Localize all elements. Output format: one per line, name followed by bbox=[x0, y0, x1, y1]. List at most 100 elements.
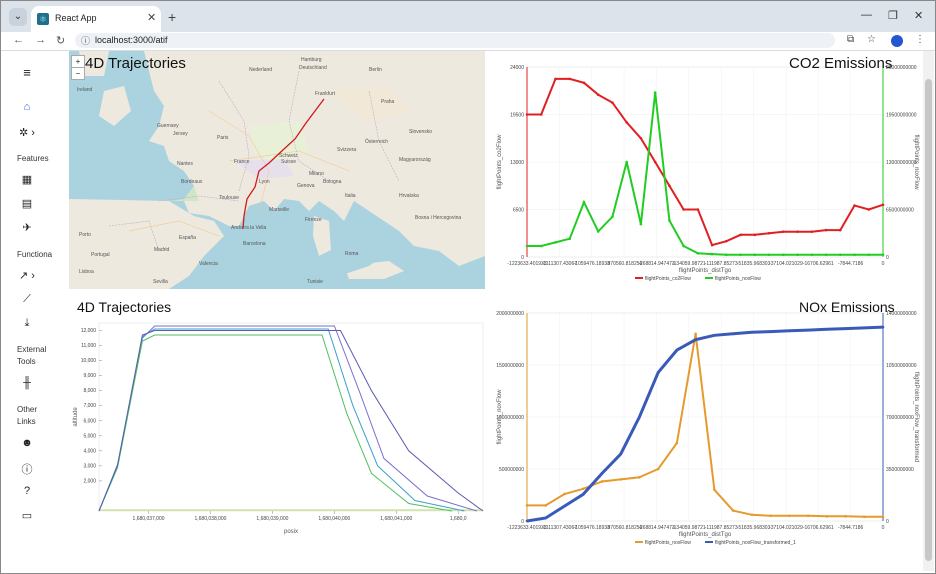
bookmark-star-icon[interactable]: ☆ bbox=[867, 34, 876, 45]
new-tab-icon[interactable]: + bbox=[168, 9, 177, 25]
data-point bbox=[653, 160, 657, 164]
trending-icon[interactable]: ↗ › bbox=[19, 270, 35, 282]
data-point bbox=[582, 200, 586, 204]
x-tick-label: 1,680,040,000 bbox=[318, 516, 350, 522]
y-left-tick-label: 2000000000 bbox=[496, 311, 524, 317]
map-label: España bbox=[179, 235, 196, 241]
hamburger-menu-icon[interactable]: ≡ bbox=[23, 65, 31, 80]
analytics-icon[interactable]: ⟋ bbox=[23, 293, 31, 305]
y-tick-label: 8,000 bbox=[83, 388, 96, 394]
x-tick-label: -16706.62961 bbox=[803, 261, 834, 267]
browser-menu-icon[interactable]: ⋮ bbox=[915, 34, 925, 45]
data-point bbox=[862, 515, 866, 519]
map-label: Toulouse bbox=[219, 195, 239, 201]
scrollbar-thumb[interactable] bbox=[925, 79, 932, 561]
data-point bbox=[881, 515, 885, 519]
data-point bbox=[853, 204, 856, 207]
data-point bbox=[625, 160, 628, 164]
reload-icon[interactable]: ↻ bbox=[56, 35, 66, 47]
y-right-tick-label: 0 bbox=[886, 255, 889, 261]
co2-panel: -1223633.401933 -1111307.43067 -1059476.18… bbox=[489, 51, 921, 291]
section-external-2: Tools bbox=[17, 357, 36, 366]
data-point bbox=[539, 113, 543, 116]
co2-chart: -1223633.401933-1111307.43067-1059476.18… bbox=[497, 65, 919, 282]
emission-series-line bbox=[527, 77, 884, 247]
data-point bbox=[881, 325, 885, 329]
data-point bbox=[750, 331, 754, 334]
data-point bbox=[525, 244, 529, 248]
y-right-axis-label: flightPoints_noxFlow bbox=[913, 134, 919, 190]
url-field[interactable]: ⓘ localhost:3000/atif bbox=[75, 33, 835, 48]
data-point bbox=[806, 514, 810, 518]
y-left-tick-label: 1000000000 bbox=[496, 415, 524, 421]
data-point bbox=[867, 253, 871, 257]
map-zoom-control: + − bbox=[71, 55, 85, 80]
profile-avatar-icon[interactable] bbox=[891, 35, 903, 47]
info-icon[interactable]: ⓘ bbox=[21, 464, 33, 476]
zoom-in-button[interactable]: + bbox=[75, 57, 81, 66]
document-icon[interactable]: ▤ bbox=[21, 198, 33, 210]
hub-icon[interactable]: ✲ › bbox=[19, 127, 35, 139]
main-content: Deutschland Hamburg Berlin Nederland Fra… bbox=[53, 51, 923, 571]
page-scrollbar[interactable] bbox=[923, 51, 934, 571]
y-left-tick-label: 0 bbox=[521, 255, 524, 261]
x-tick-label: -1223633.401933 bbox=[507, 261, 546, 267]
data-point bbox=[544, 516, 548, 520]
browser-tab[interactable]: ⚛ React App ✕ bbox=[31, 6, 161, 32]
x-tick-label: -37104.021029 bbox=[769, 525, 803, 531]
data-point bbox=[638, 415, 641, 419]
cast-icon[interactable]: ⧉ bbox=[847, 34, 855, 45]
grid-icon[interactable]: ▦ bbox=[21, 174, 33, 186]
x-tick-label: -970560.818256 bbox=[606, 261, 643, 267]
tab-search-icon[interactable]: ⌄ bbox=[9, 8, 27, 26]
map-label: Bologna bbox=[323, 179, 342, 185]
section-functional: Functiona bbox=[17, 250, 53, 259]
data-point bbox=[725, 239, 728, 243]
data-point bbox=[563, 504, 566, 508]
x-tick-label: -1223633.401933 bbox=[507, 525, 546, 531]
map-label: Ireland bbox=[77, 87, 93, 93]
y-tick-label: 9,000 bbox=[83, 373, 96, 379]
data-point bbox=[753, 253, 757, 257]
minimize-icon[interactable]: — bbox=[861, 9, 872, 21]
map-label: Österreich bbox=[365, 138, 388, 145]
x-tick-label: 1,680,038,000 bbox=[194, 516, 226, 522]
data-point bbox=[554, 77, 557, 81]
home-icon[interactable]: ⌂ bbox=[23, 101, 31, 113]
zoom-out-button[interactable]: − bbox=[72, 67, 84, 79]
emission-series-line bbox=[526, 325, 884, 523]
data-point bbox=[788, 514, 791, 518]
map-label: Porto bbox=[79, 232, 91, 238]
section-other-1: Other bbox=[17, 405, 38, 414]
data-point bbox=[862, 326, 866, 330]
data-point bbox=[568, 237, 572, 241]
close-window-icon[interactable]: ✕ bbox=[914, 10, 924, 22]
tools-icon[interactable]: ╫ bbox=[23, 377, 31, 389]
data-point bbox=[767, 231, 771, 235]
contact-card-icon[interactable]: ▭ bbox=[21, 510, 33, 522]
trajectory-map[interactable]: Deutschland Hamburg Berlin Nederland Fra… bbox=[69, 51, 485, 289]
data-point bbox=[731, 509, 735, 512]
back-icon[interactable]: ← bbox=[13, 34, 24, 46]
restore-icon[interactable]: ❐ bbox=[888, 10, 898, 22]
map-label: Tunisie bbox=[307, 279, 323, 285]
map-label: Portugal bbox=[91, 252, 110, 258]
site-info-icon[interactable]: ⓘ bbox=[81, 36, 91, 46]
map-label: Suisse bbox=[281, 159, 296, 165]
map-label: Lisboa bbox=[79, 269, 94, 275]
data-point bbox=[782, 230, 785, 233]
x-tick-label: -268814.947473 bbox=[638, 261, 675, 267]
y-tick-label: 6,000 bbox=[83, 418, 96, 424]
tab-close-icon[interactable]: ✕ bbox=[147, 12, 157, 24]
data-point bbox=[539, 244, 543, 248]
react-favicon-icon: ⚛ bbox=[37, 13, 49, 25]
download-icon[interactable]: ⤓ bbox=[24, 317, 30, 329]
forward-icon[interactable]: → bbox=[35, 34, 46, 46]
help-icon[interactable]: ? bbox=[23, 485, 31, 497]
map-label: Svizzera bbox=[337, 147, 356, 153]
data-point bbox=[796, 253, 799, 257]
flight-icon[interactable]: ✈ bbox=[22, 222, 32, 234]
group-icon[interactable]: ☻ bbox=[21, 437, 33, 449]
data-point bbox=[796, 230, 799, 233]
